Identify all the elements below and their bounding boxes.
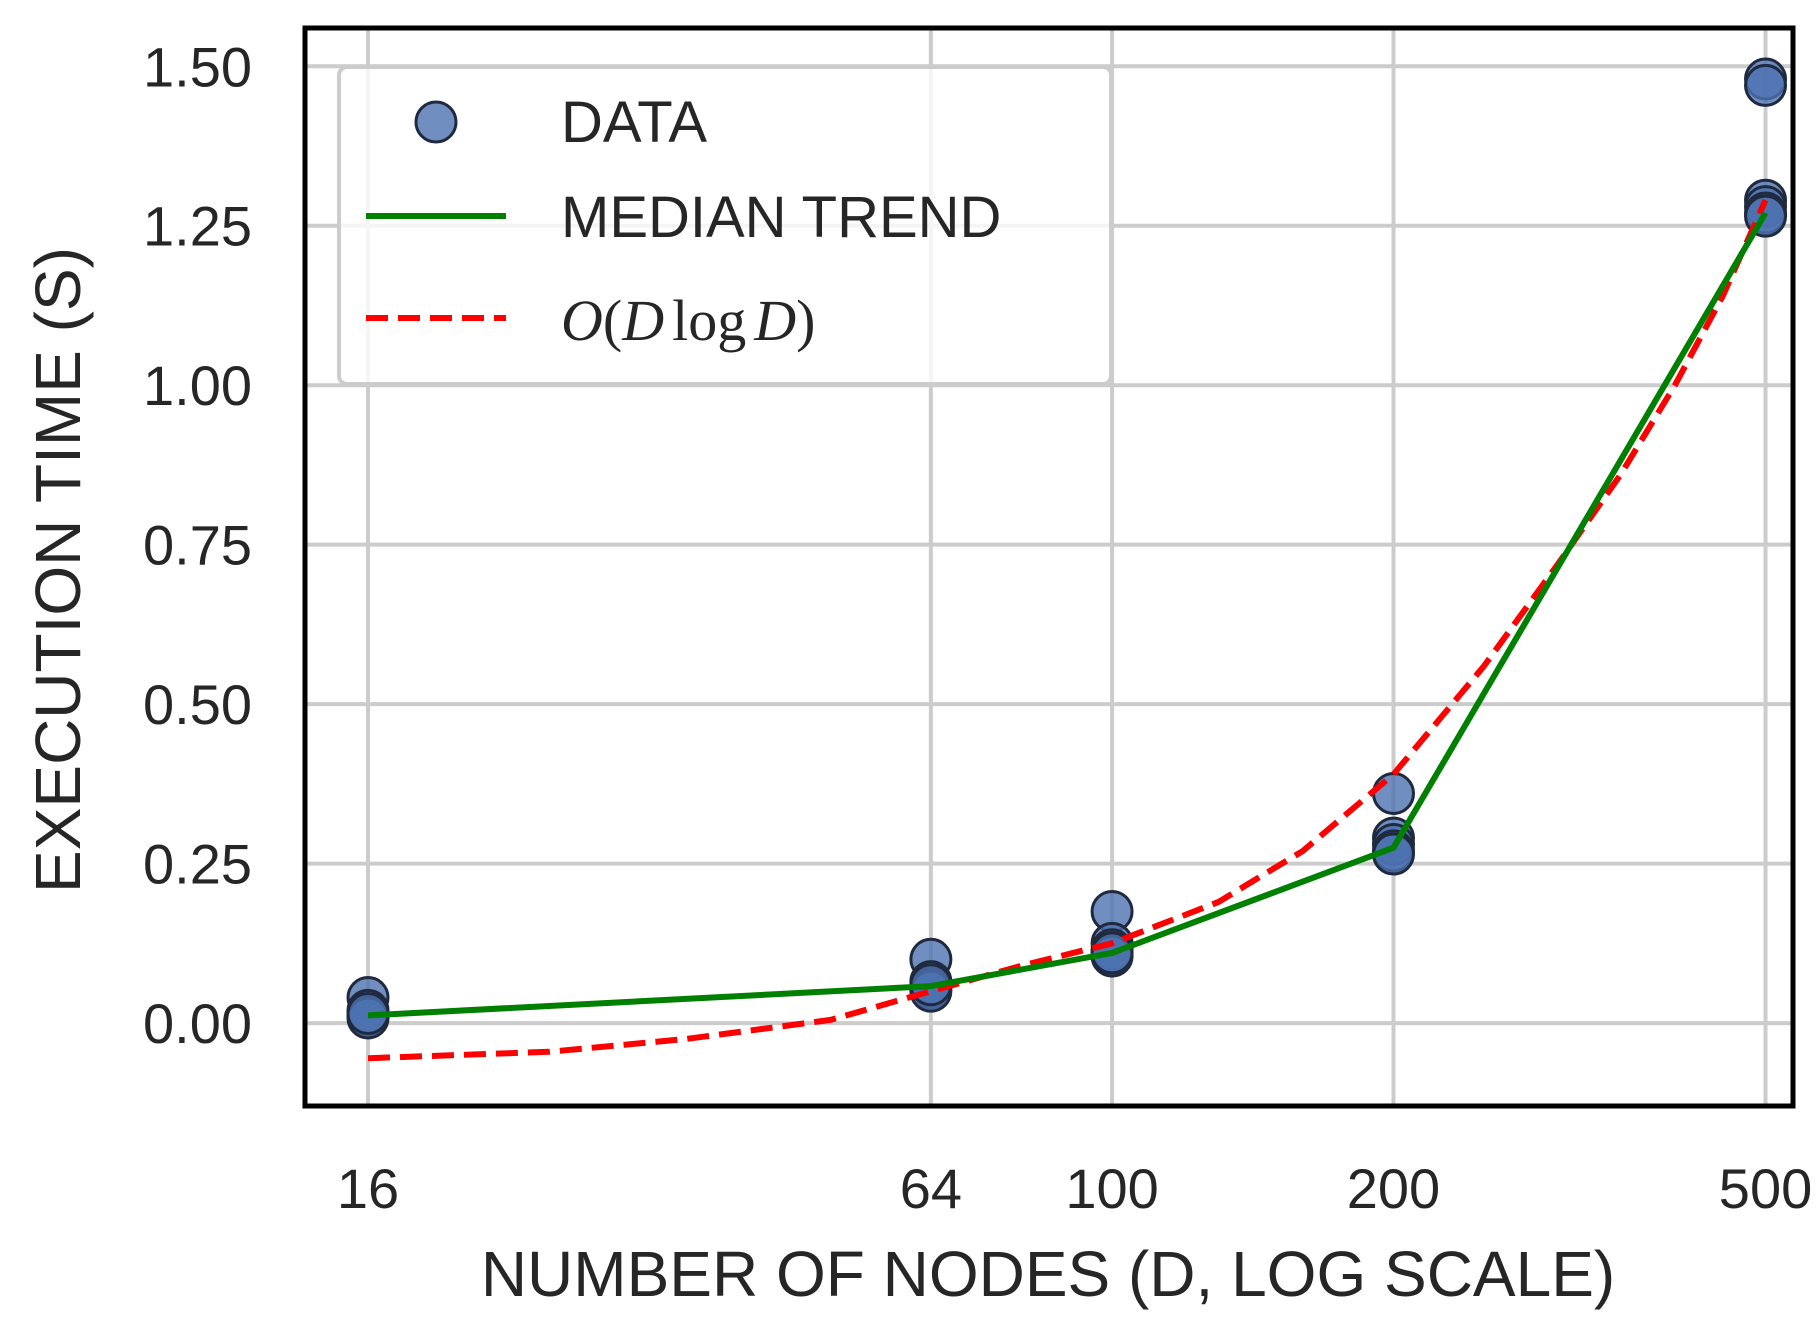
legend-label-data: DATA — [561, 90, 707, 155]
data-point — [1371, 771, 1415, 815]
y-tick-label: 0.50 — [143, 673, 252, 736]
x-tick-label: 16 — [337, 1157, 399, 1220]
y-tick-label: 0.25 — [143, 833, 252, 896]
legend-label-median: MEDIAN TREND — [561, 185, 1001, 250]
legend-box — [337, 65, 1113, 386]
y-axis-label: EXECUTION TIME (S) — [22, 247, 94, 893]
data-point — [1744, 63, 1788, 107]
median-trend-line — [367, 211, 1769, 1019]
legend-label-complexity: O(D log D) — [561, 288, 815, 353]
y-tick-label: 0.75 — [143, 514, 252, 577]
series-layer — [346, 57, 1788, 1062]
plot-frame — [302, 25, 1796, 1109]
x-tick-label: 100 — [1065, 1157, 1158, 1220]
legend: DATA MEDIAN TREND O(D log D) — [337, 65, 1113, 386]
y-tick-label: 1.00 — [143, 354, 252, 417]
x-tick-label: 64 — [900, 1157, 962, 1220]
x-tick-label: 200 — [1347, 1157, 1440, 1220]
tick-labels: 16 64 100 200 500 0.00 0.25 0.50 0.75 1.00 1.25 1.5… — [143, 35, 1812, 1220]
x-axis-label: NUMBER OF NODES (D, LOG SCALE) — [481, 1238, 1615, 1310]
y-tick-label: 1.50 — [143, 35, 252, 98]
x-tick-label: 500 — [1719, 1157, 1812, 1220]
y-tick-label: 0.00 — [143, 992, 252, 1055]
complexity-curve — [367, 198, 1769, 1062]
y-tick-label: 1.25 — [143, 195, 252, 258]
legend-data-marker — [414, 100, 458, 144]
